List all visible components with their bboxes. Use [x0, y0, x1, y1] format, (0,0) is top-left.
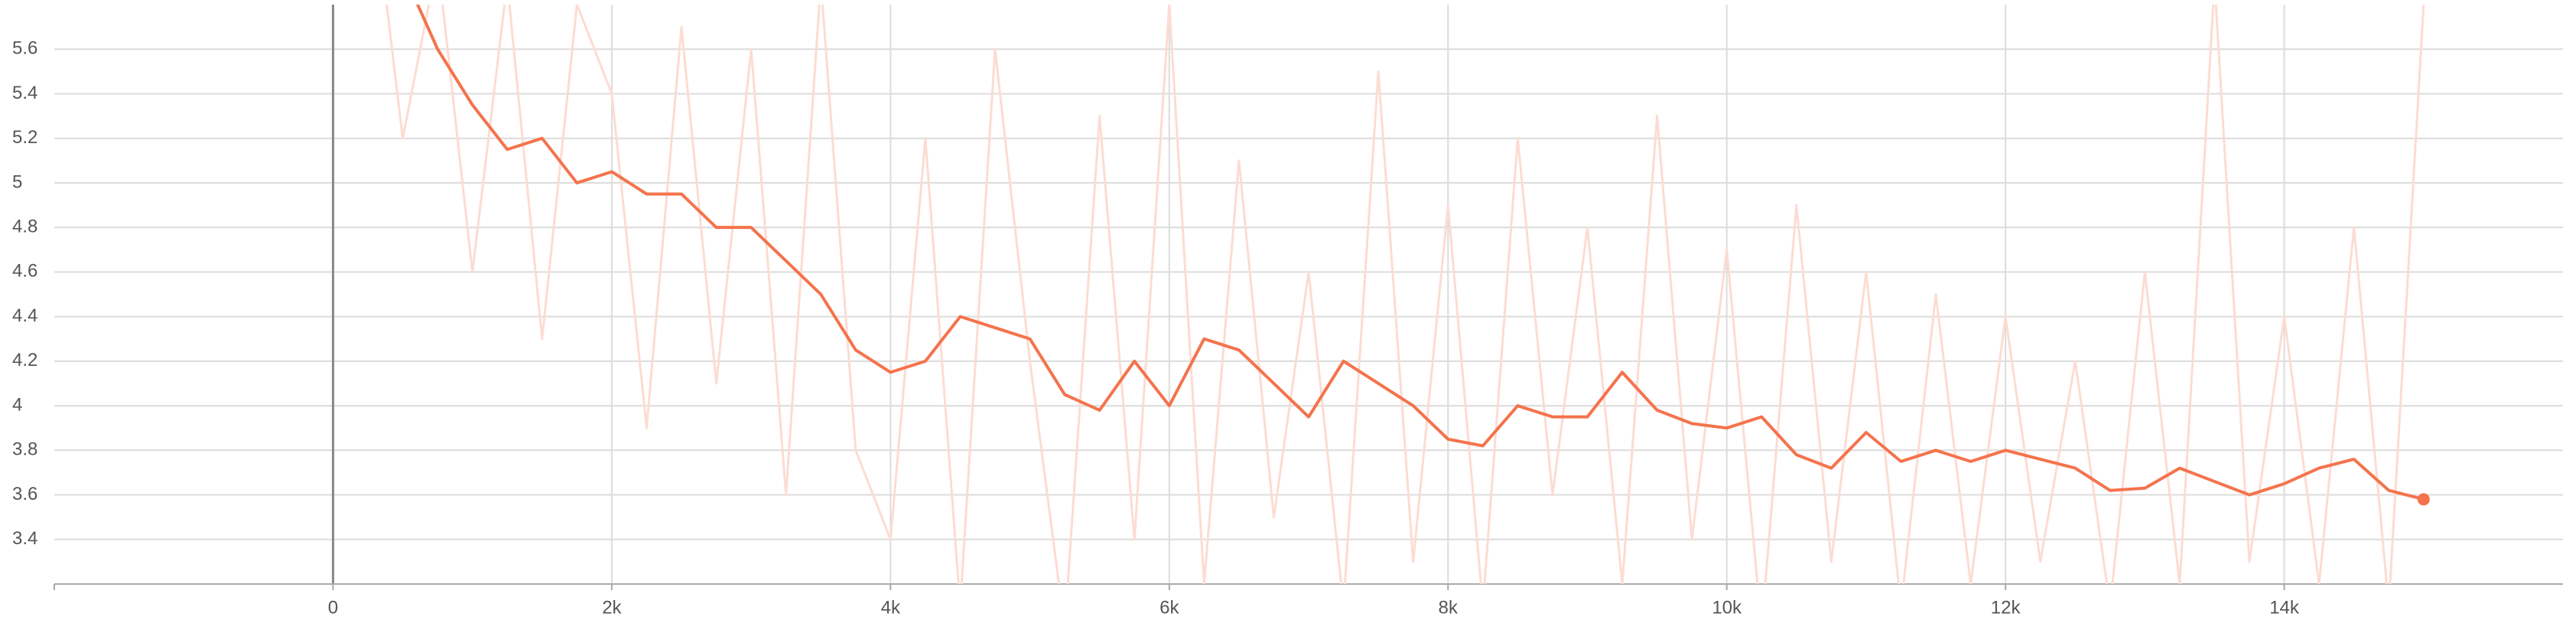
- plot-area: [385, 5, 2430, 584]
- x-tick-label: 2k: [602, 597, 622, 618]
- x-tick-label: 4k: [881, 597, 901, 618]
- y-tick-label: 4.8: [12, 216, 37, 237]
- x-tick-label: 12k: [1991, 597, 2021, 618]
- y-tick-label: 5.6: [12, 38, 37, 59]
- y-tick-label: 4.2: [12, 350, 37, 370]
- y-tick-label: 5.2: [12, 127, 37, 148]
- smoothed-line: [415, 5, 2425, 501]
- y-tick-label: 4: [12, 394, 22, 415]
- y-tick-label: 3.6: [12, 484, 37, 504]
- y-tick-label: 4.4: [12, 305, 37, 326]
- x-tick-label: 0: [328, 597, 338, 618]
- x-tick-label: 6k: [1160, 597, 1179, 618]
- y-tick-label: 5.4: [12, 83, 37, 103]
- x-tick-label: 14k: [2269, 597, 2300, 618]
- last-point: [2417, 493, 2430, 506]
- y-tick-label: 5: [12, 171, 22, 192]
- y-tick-label: 4.6: [12, 261, 37, 282]
- x-tick-label: 8k: [1439, 597, 1459, 618]
- x-tick-label: 10k: [1712, 597, 1742, 618]
- y-tick-label: 3.8: [12, 439, 37, 460]
- raw-line: [385, 5, 2425, 584]
- y-tick-label: 3.4: [12, 528, 37, 549]
